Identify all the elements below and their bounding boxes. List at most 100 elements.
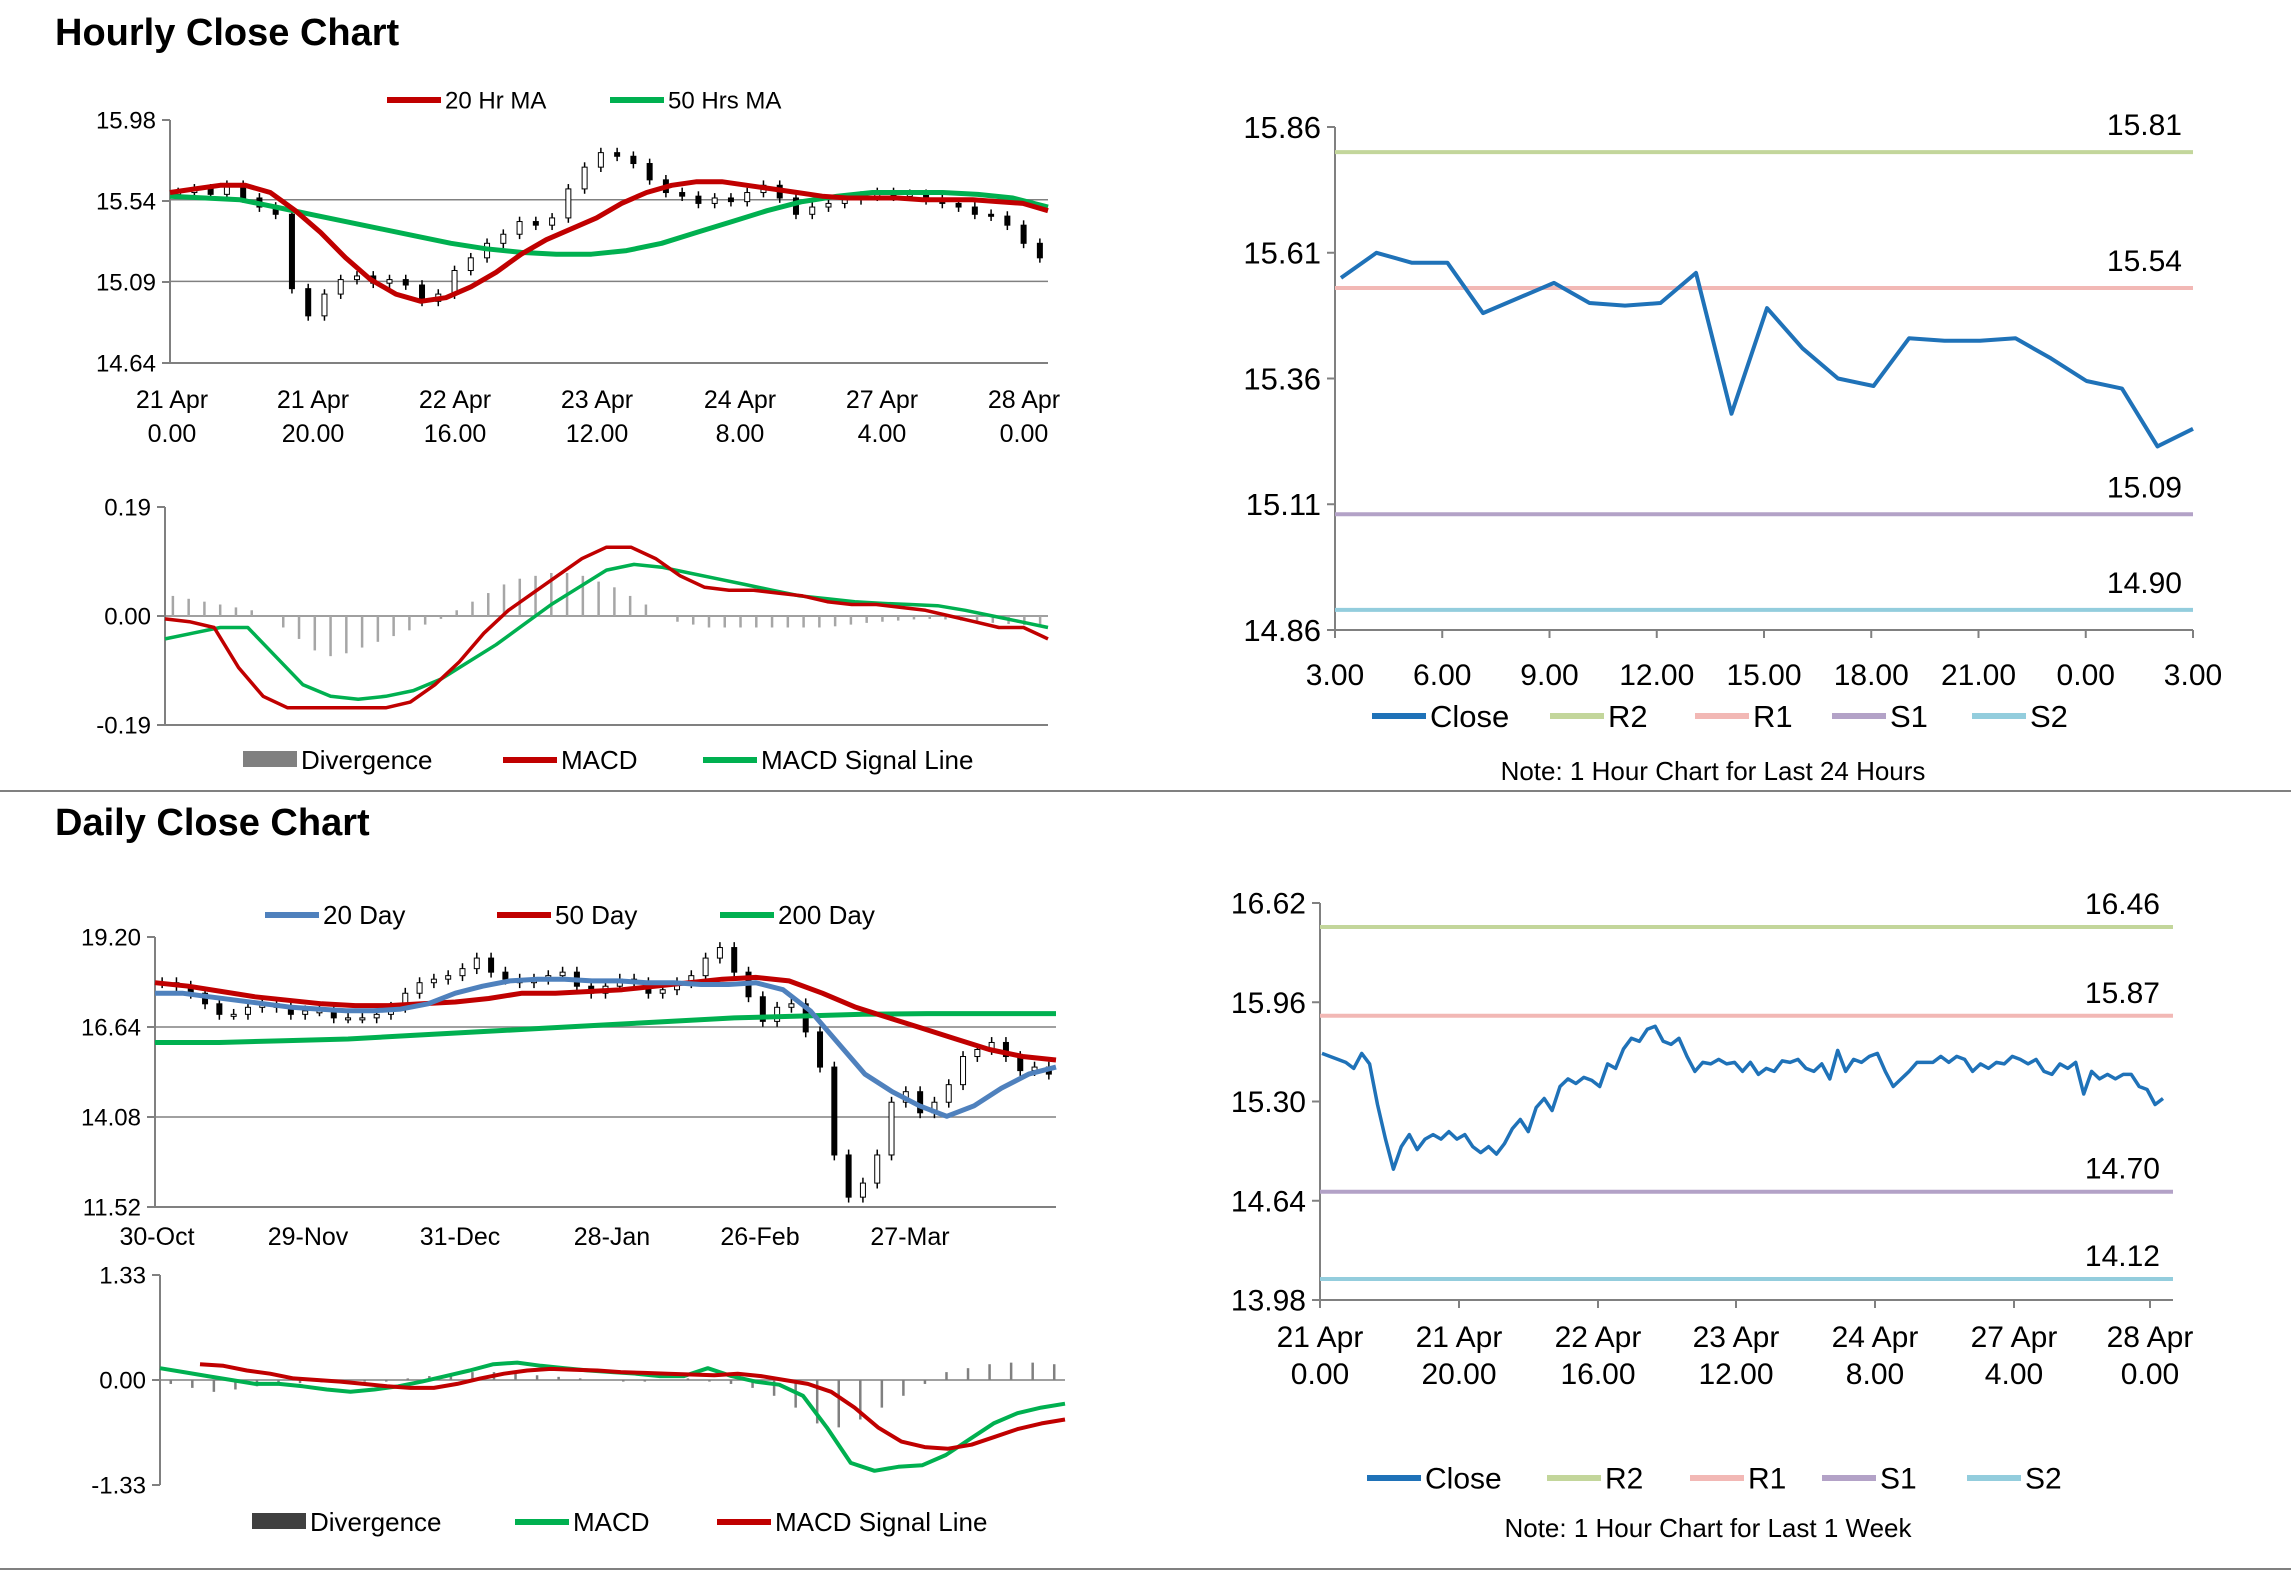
hourly24-y-tick-label: 15.86 (1243, 110, 1321, 145)
hourly-price-candle (353, 275, 360, 281)
hourly-price-x-tick-label: 28 Apr (988, 386, 1060, 414)
daily-price-candle (702, 957, 709, 977)
daily-price-candle (430, 978, 437, 984)
daily-price-x-tick-label: 28-Jan (574, 1223, 650, 1251)
weekly-x-tick-label: 28 Apr (2107, 1321, 2194, 1354)
daily-price-candle (659, 989, 666, 994)
daily-price-candle (216, 1003, 223, 1015)
daily-macd-y-tick-label: 1.33 (99, 1262, 146, 1289)
hourly-price-candle (532, 221, 539, 226)
hourly24-y-tick-label: 15.11 (1246, 487, 1321, 522)
daily-price-y-tick-label: 11.52 (83, 1194, 141, 1221)
hourly-section-title: Hourly Close Chart (55, 12, 400, 54)
daily-price-candle (945, 1084, 952, 1103)
daily-price-candle (716, 947, 723, 959)
hourly24-level-label: 14.90 (2107, 567, 2182, 600)
hourly-price-candle (581, 166, 588, 190)
hourly-price-candle (825, 202, 832, 208)
weekly-y-tick-label: 14.64 (1231, 1185, 1306, 1218)
weekly-x-tick-label: 22 Apr (1555, 1321, 1642, 1354)
hourly-price-candle (386, 279, 393, 284)
daily-price-candle (874, 1154, 881, 1184)
daily-price-candle (974, 1049, 981, 1058)
daily-price-x-tick-label: 27-Mar (870, 1223, 949, 1251)
hourly-legend-macd-label: MACD (561, 745, 638, 775)
hourly24-x-tick-label: 12.00 (1619, 659, 1694, 692)
hourly24-x-tick-label: 9.00 (1520, 659, 1578, 692)
hourly-price-x-tick-label: 22 Apr (419, 386, 491, 414)
hourly-price-candle (988, 213, 995, 217)
hourly-macd-signal-line (164, 562, 1049, 701)
daily-legend-divergence-swatch (252, 1513, 306, 1529)
weekly-y-tick-label: 13.98 (1231, 1285, 1306, 1318)
weekly-note: Note: 1 Hour Chart for Last 1 Week (1504, 1513, 1912, 1543)
weekly-x-tick-label: 8.00 (1846, 1358, 1904, 1391)
daily-price-y-tick-label: 19.20 (81, 924, 141, 951)
daily-price-candle (488, 957, 495, 973)
hourly24-y-tick-label: 15.36 (1243, 361, 1321, 396)
daily-price-candle (1002, 1041, 1009, 1058)
hourly-price-candle (402, 279, 409, 286)
weekly-level-label: 14.12 (2085, 1240, 2160, 1273)
weekly-x-tick-label: 20.00 (1421, 1358, 1496, 1391)
hourly-legend-divergence-label: Divergence (301, 745, 433, 775)
daily-macd-signal-line (199, 1362, 1066, 1451)
hourly24-x-tick-label: 0.00 (2057, 659, 2115, 692)
hourly-price-y-tick-label: 14.64 (96, 350, 156, 377)
hourly-macd-y-tick-label: -0.19 (96, 712, 151, 739)
weekly-x-tick-label: 23 Apr (1693, 1321, 1780, 1354)
hourly-20hr-ma-line (169, 179, 1049, 304)
hourly-price-candle (337, 279, 344, 295)
daily-price-candle (473, 957, 480, 970)
daily-price-candle (759, 996, 766, 1022)
daily-macd-y-tick-label: 0.00 (99, 1367, 146, 1394)
weekly-legend-s1-label: S1 (1880, 1463, 1917, 1496)
hourly-50hr-ma-line (169, 190, 1049, 257)
hourly-price-candle (549, 217, 556, 226)
hourly-price-candle (565, 188, 572, 219)
hourly24-legend-r1-label: R1 (1753, 699, 1793, 734)
weekly-y-tick-label: 15.96 (1231, 987, 1306, 1020)
hourly-price-x-tick-label: 0.00 (148, 420, 197, 448)
hourly-price-candle (711, 197, 718, 204)
hourly24-level-label: 15.54 (2107, 245, 2182, 278)
hourly-macd-y-tick-label: 0.19 (104, 494, 151, 521)
daily-price-candle (559, 971, 566, 977)
daily-price-candle (230, 1013, 237, 1017)
weekly-level-label: 15.87 (2085, 977, 2160, 1010)
daily-section-title: Daily Close Chart (55, 802, 370, 844)
daily-20day-line (155, 976, 1057, 1119)
hourly24-x-tick-label: 3.00 (1306, 659, 1364, 692)
weekly-level-label: 16.46 (2085, 888, 2160, 921)
daily-legend-divergence-label: Divergence (310, 1507, 442, 1537)
hourly-price-candle (646, 163, 653, 181)
daily-legend-50day-label: 50 Day (555, 900, 637, 930)
hourly-price-y-tick-label: 15.98 (96, 107, 156, 134)
hourly24-note: Note: 1 Hour Chart for Last 24 Hours (1501, 756, 1926, 786)
weekly-x-tick-label: 27 Apr (1971, 1321, 2058, 1354)
hourly-price-candle (1036, 242, 1043, 259)
hourly24-y-tick-label: 14.86 (1243, 613, 1321, 648)
daily-price-y-tick-label: 16.64 (81, 1014, 141, 1041)
hourly24-legend-s1-label: S1 (1890, 699, 1928, 734)
daily-legend-macd-label: MACD (573, 1507, 650, 1537)
weekly-x-tick-label: 0.00 (1291, 1358, 1349, 1391)
weekly-x-tick-label: 4.00 (1985, 1358, 2043, 1391)
weekly-legend-r2-label: R2 (1605, 1463, 1643, 1496)
hourly-price-candle (597, 152, 604, 168)
daily-price-candle (788, 1003, 795, 1008)
hourly24-level-label: 15.81 (2107, 109, 2182, 142)
hourly-price-candle (1004, 215, 1011, 226)
weekly-y-tick-label: 16.62 (1231, 888, 1306, 921)
daily-price-x-tick-label: 29-Nov (268, 1223, 349, 1251)
daily-price-x-tick-label: 30-Oct (119, 1223, 194, 1251)
hourly-price-x-tick-label: 23 Apr (561, 386, 633, 414)
hourly-price-candle (207, 188, 214, 195)
section-divider (0, 790, 2291, 792)
hourly-price-candle (809, 206, 816, 215)
daily-price-candle (845, 1154, 852, 1198)
daily-macd-y-tick-label: -1.33 (91, 1472, 146, 1499)
hourly-price-candle (321, 293, 328, 317)
daily-price-candle (302, 1010, 309, 1015)
hourly-price-candle (467, 257, 474, 272)
